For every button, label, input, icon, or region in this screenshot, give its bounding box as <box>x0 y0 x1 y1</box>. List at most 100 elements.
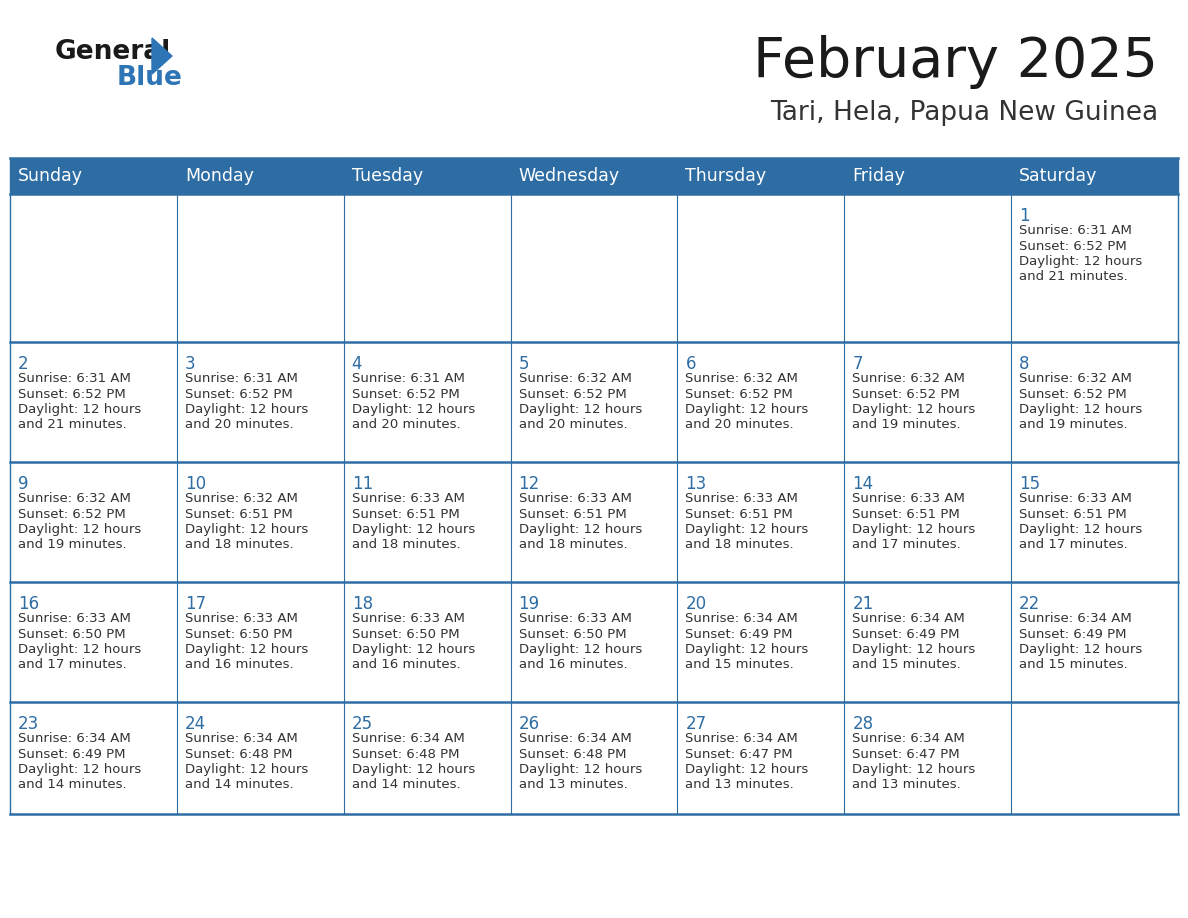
Bar <box>10 342 1178 462</box>
Text: 8: 8 <box>1019 355 1030 373</box>
Text: Sunset: 6:50 PM: Sunset: 6:50 PM <box>352 628 460 641</box>
Bar <box>10 462 1178 582</box>
Text: Sunset: 6:50 PM: Sunset: 6:50 PM <box>18 628 126 641</box>
Text: Sunset: 6:52 PM: Sunset: 6:52 PM <box>685 387 794 400</box>
Text: 26: 26 <box>519 715 539 733</box>
Text: Sunset: 6:52 PM: Sunset: 6:52 PM <box>1019 387 1127 400</box>
Text: Sunset: 6:52 PM: Sunset: 6:52 PM <box>18 387 126 400</box>
Text: Sunrise: 6:34 AM: Sunrise: 6:34 AM <box>685 612 798 625</box>
Text: Sunrise: 6:33 AM: Sunrise: 6:33 AM <box>852 492 965 505</box>
Text: and 19 minutes.: and 19 minutes. <box>18 539 127 552</box>
Text: Sunrise: 6:34 AM: Sunrise: 6:34 AM <box>852 732 965 745</box>
Bar <box>10 158 1178 814</box>
Text: Daylight: 12 hours: Daylight: 12 hours <box>685 523 809 536</box>
Text: Sunrise: 6:34 AM: Sunrise: 6:34 AM <box>352 732 465 745</box>
Text: 9: 9 <box>18 475 29 493</box>
Text: Sunset: 6:49 PM: Sunset: 6:49 PM <box>18 747 126 760</box>
Text: Daylight: 12 hours: Daylight: 12 hours <box>1019 403 1143 416</box>
Text: Sunset: 6:50 PM: Sunset: 6:50 PM <box>519 628 626 641</box>
Text: Monday: Monday <box>185 167 254 185</box>
Text: and 18 minutes.: and 18 minutes. <box>185 539 293 552</box>
Bar <box>10 702 1178 814</box>
Text: 10: 10 <box>185 475 206 493</box>
Text: 21: 21 <box>852 595 873 613</box>
Text: Sunrise: 6:31 AM: Sunrise: 6:31 AM <box>352 372 465 385</box>
Text: February 2025: February 2025 <box>753 35 1158 89</box>
Text: Daylight: 12 hours: Daylight: 12 hours <box>352 643 475 656</box>
Text: Sunrise: 6:31 AM: Sunrise: 6:31 AM <box>18 372 131 385</box>
Text: Friday: Friday <box>852 167 905 185</box>
Text: Daylight: 12 hours: Daylight: 12 hours <box>852 523 975 536</box>
Text: Daylight: 12 hours: Daylight: 12 hours <box>852 403 975 416</box>
Text: 23: 23 <box>18 715 39 733</box>
Text: Daylight: 12 hours: Daylight: 12 hours <box>185 643 308 656</box>
Text: Sunrise: 6:33 AM: Sunrise: 6:33 AM <box>352 492 465 505</box>
Text: Sunrise: 6:32 AM: Sunrise: 6:32 AM <box>185 492 298 505</box>
Text: General: General <box>55 39 171 65</box>
Text: Sunrise: 6:34 AM: Sunrise: 6:34 AM <box>852 612 965 625</box>
Text: 4: 4 <box>352 355 362 373</box>
Bar <box>10 194 1178 342</box>
Text: Sunset: 6:52 PM: Sunset: 6:52 PM <box>519 387 626 400</box>
Text: 28: 28 <box>852 715 873 733</box>
Text: and 20 minutes.: and 20 minutes. <box>352 419 460 431</box>
Text: Sunrise: 6:32 AM: Sunrise: 6:32 AM <box>519 372 632 385</box>
Text: Daylight: 12 hours: Daylight: 12 hours <box>18 643 141 656</box>
Text: Daylight: 12 hours: Daylight: 12 hours <box>1019 643 1143 656</box>
Text: Sunrise: 6:33 AM: Sunrise: 6:33 AM <box>185 612 298 625</box>
Text: Thursday: Thursday <box>685 167 766 185</box>
Text: Sunrise: 6:33 AM: Sunrise: 6:33 AM <box>18 612 131 625</box>
Text: Tuesday: Tuesday <box>352 167 423 185</box>
Text: Sunset: 6:47 PM: Sunset: 6:47 PM <box>685 747 794 760</box>
Text: Tari, Hela, Papua New Guinea: Tari, Hela, Papua New Guinea <box>770 100 1158 126</box>
Text: Daylight: 12 hours: Daylight: 12 hours <box>519 763 642 776</box>
Text: Daylight: 12 hours: Daylight: 12 hours <box>352 763 475 776</box>
Text: Daylight: 12 hours: Daylight: 12 hours <box>685 403 809 416</box>
Text: Sunset: 6:47 PM: Sunset: 6:47 PM <box>852 747 960 760</box>
Text: Sunrise: 6:33 AM: Sunrise: 6:33 AM <box>1019 492 1132 505</box>
Text: Daylight: 12 hours: Daylight: 12 hours <box>519 403 642 416</box>
Text: 19: 19 <box>519 595 539 613</box>
Text: and 20 minutes.: and 20 minutes. <box>519 419 627 431</box>
Text: Sunset: 6:51 PM: Sunset: 6:51 PM <box>185 508 292 521</box>
Text: Daylight: 12 hours: Daylight: 12 hours <box>185 403 308 416</box>
Text: and 14 minutes.: and 14 minutes. <box>18 778 127 791</box>
Text: Daylight: 12 hours: Daylight: 12 hours <box>685 763 809 776</box>
Text: Sunrise: 6:32 AM: Sunrise: 6:32 AM <box>852 372 965 385</box>
Text: Sunrise: 6:34 AM: Sunrise: 6:34 AM <box>185 732 298 745</box>
Text: and 17 minutes.: and 17 minutes. <box>18 658 127 671</box>
Text: 16: 16 <box>18 595 39 613</box>
Text: Sunset: 6:49 PM: Sunset: 6:49 PM <box>1019 628 1126 641</box>
Text: and 16 minutes.: and 16 minutes. <box>185 658 293 671</box>
Text: 7: 7 <box>852 355 862 373</box>
Text: Daylight: 12 hours: Daylight: 12 hours <box>519 523 642 536</box>
Text: 18: 18 <box>352 595 373 613</box>
Text: Sunrise: 6:34 AM: Sunrise: 6:34 AM <box>519 732 631 745</box>
Text: and 20 minutes.: and 20 minutes. <box>685 419 794 431</box>
Text: Daylight: 12 hours: Daylight: 12 hours <box>852 763 975 776</box>
Text: and 15 minutes.: and 15 minutes. <box>1019 658 1127 671</box>
Text: and 21 minutes.: and 21 minutes. <box>18 419 127 431</box>
Text: Sunrise: 6:31 AM: Sunrise: 6:31 AM <box>185 372 298 385</box>
Text: Sunrise: 6:34 AM: Sunrise: 6:34 AM <box>1019 612 1132 625</box>
Text: Sunset: 6:49 PM: Sunset: 6:49 PM <box>685 628 792 641</box>
Text: 17: 17 <box>185 595 206 613</box>
Text: Sunset: 6:52 PM: Sunset: 6:52 PM <box>352 387 460 400</box>
Text: Sunday: Sunday <box>18 167 83 185</box>
Text: Sunset: 6:52 PM: Sunset: 6:52 PM <box>852 387 960 400</box>
Text: 1: 1 <box>1019 207 1030 225</box>
Text: and 18 minutes.: and 18 minutes. <box>685 539 794 552</box>
Text: 5: 5 <box>519 355 529 373</box>
Text: Sunset: 6:51 PM: Sunset: 6:51 PM <box>519 508 626 521</box>
Text: Daylight: 12 hours: Daylight: 12 hours <box>1019 523 1143 536</box>
Text: and 18 minutes.: and 18 minutes. <box>352 539 460 552</box>
Text: Sunrise: 6:34 AM: Sunrise: 6:34 AM <box>18 732 131 745</box>
Text: Daylight: 12 hours: Daylight: 12 hours <box>18 763 141 776</box>
Text: and 16 minutes.: and 16 minutes. <box>352 658 460 671</box>
Text: 15: 15 <box>1019 475 1041 493</box>
Text: and 14 minutes.: and 14 minutes. <box>185 778 293 791</box>
Text: 13: 13 <box>685 475 707 493</box>
Text: and 19 minutes.: and 19 minutes. <box>1019 419 1127 431</box>
Text: and 20 minutes.: and 20 minutes. <box>185 419 293 431</box>
Text: and 19 minutes.: and 19 minutes. <box>852 419 961 431</box>
